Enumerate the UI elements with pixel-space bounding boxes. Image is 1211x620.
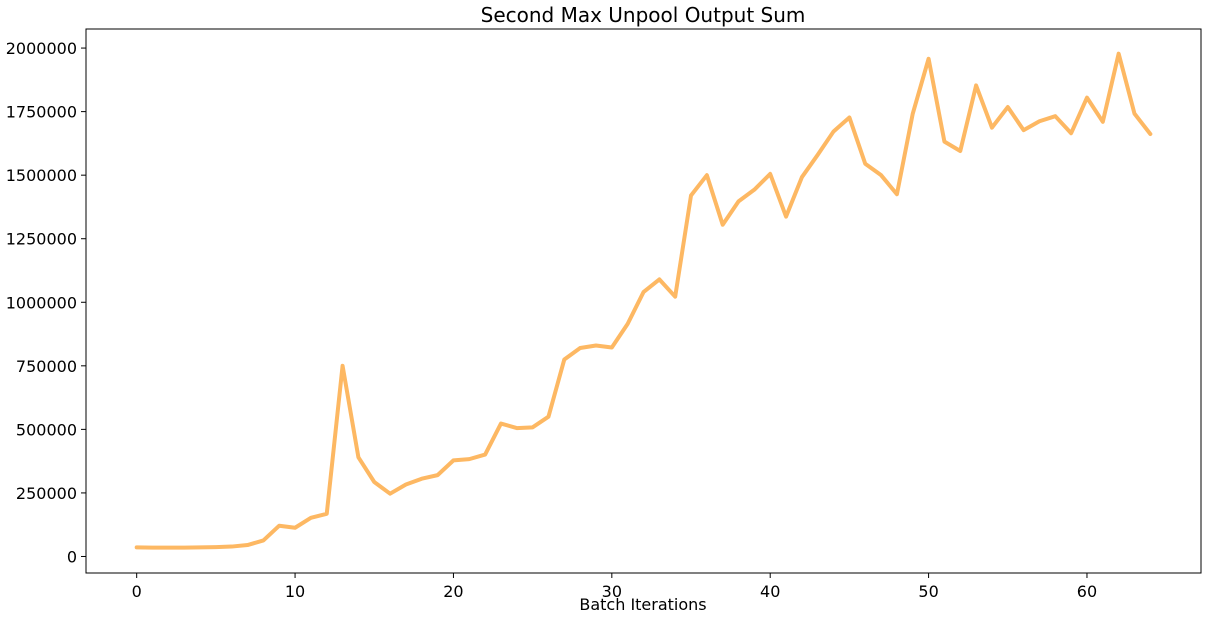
y-tick-label: 1000000 <box>6 293 77 312</box>
y-tick-label: 2000000 <box>6 39 77 58</box>
x-tick-label: 0 <box>132 582 142 601</box>
x-tick-label: 30 <box>602 582 622 601</box>
x-axis: 0 10 20 30 40 50 60 <box>132 573 1097 601</box>
y-tick-label: 1750000 <box>6 103 77 122</box>
axes-frame <box>85 28 1202 574</box>
x-tick-label: 10 <box>285 582 305 601</box>
y-tick-label: 250000 <box>16 484 77 503</box>
y-tick-label: 750000 <box>16 357 77 376</box>
x-tick-label: 60 <box>1077 582 1097 601</box>
y-tick-label: 0 <box>67 547 77 566</box>
x-tick-label: 20 <box>443 582 463 601</box>
y-tick-label: 1250000 <box>6 230 77 249</box>
y-tick-label: 500000 <box>16 420 77 439</box>
chart-title: Second Max Unpool Output Sum <box>481 3 806 27</box>
y-axis: 0 250000 500000 750000 1000000 1250000 1500000… <box>6 39 86 566</box>
x-axis-label: Batch Iterations <box>579 595 706 614</box>
y-tick-label: 1500000 <box>6 166 77 185</box>
x-tick-label: 40 <box>760 582 780 601</box>
series-line <box>134 51 1153 550</box>
plot-area <box>134 51 1153 550</box>
x-tick-label: 50 <box>918 582 938 601</box>
